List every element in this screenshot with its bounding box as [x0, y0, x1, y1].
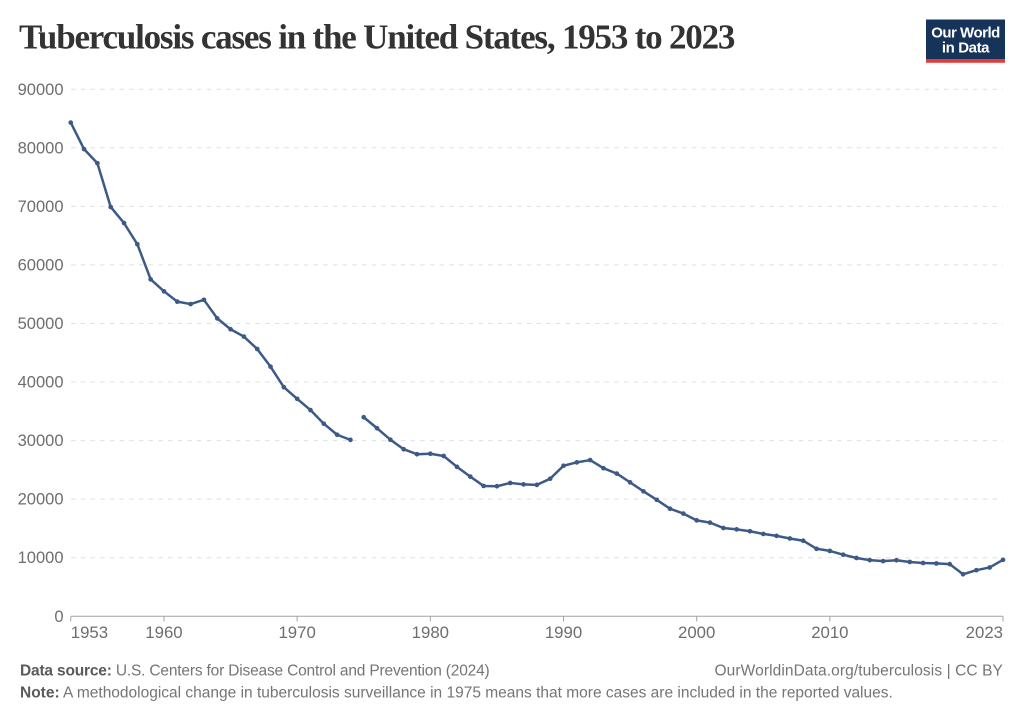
svg-text:Note: A methodological change: Note: A methodological change in tubercu…: [20, 685, 893, 702]
svg-text:80000: 80000: [18, 139, 64, 157]
svg-text:1953: 1953: [71, 623, 108, 642]
svg-text:40000: 40000: [18, 374, 64, 392]
svg-text:Data source: U.S. Centers for: Data source: U.S. Centers for Disease Co…: [20, 663, 490, 680]
svg-text:60000: 60000: [18, 256, 64, 274]
svg-text:OurWorldinData.org/tuberculosi: OurWorldinData.org/tuberculosis | CC BY: [715, 663, 1003, 680]
svg-text:30000: 30000: [18, 432, 64, 450]
svg-text:1980: 1980: [412, 623, 449, 642]
svg-text:1970: 1970: [278, 623, 315, 642]
svg-text:50000: 50000: [18, 315, 64, 333]
svg-text:20000: 20000: [18, 491, 64, 509]
svg-text:0: 0: [54, 608, 63, 626]
svg-text:1990: 1990: [545, 623, 582, 642]
svg-text:Our World: Our World: [931, 25, 1000, 42]
svg-text:Tuberculosis cases in the Unit: Tuberculosis cases in the United States,…: [19, 18, 735, 57]
svg-text:1960: 1960: [145, 623, 182, 642]
svg-text:90000: 90000: [18, 81, 64, 99]
svg-text:2023: 2023: [966, 623, 1003, 642]
svg-text:70000: 70000: [18, 198, 64, 216]
svg-text:2000: 2000: [678, 623, 715, 642]
svg-text:10000: 10000: [18, 549, 64, 567]
svg-text:in Data: in Data: [942, 40, 990, 57]
svg-text:2010: 2010: [811, 623, 848, 642]
